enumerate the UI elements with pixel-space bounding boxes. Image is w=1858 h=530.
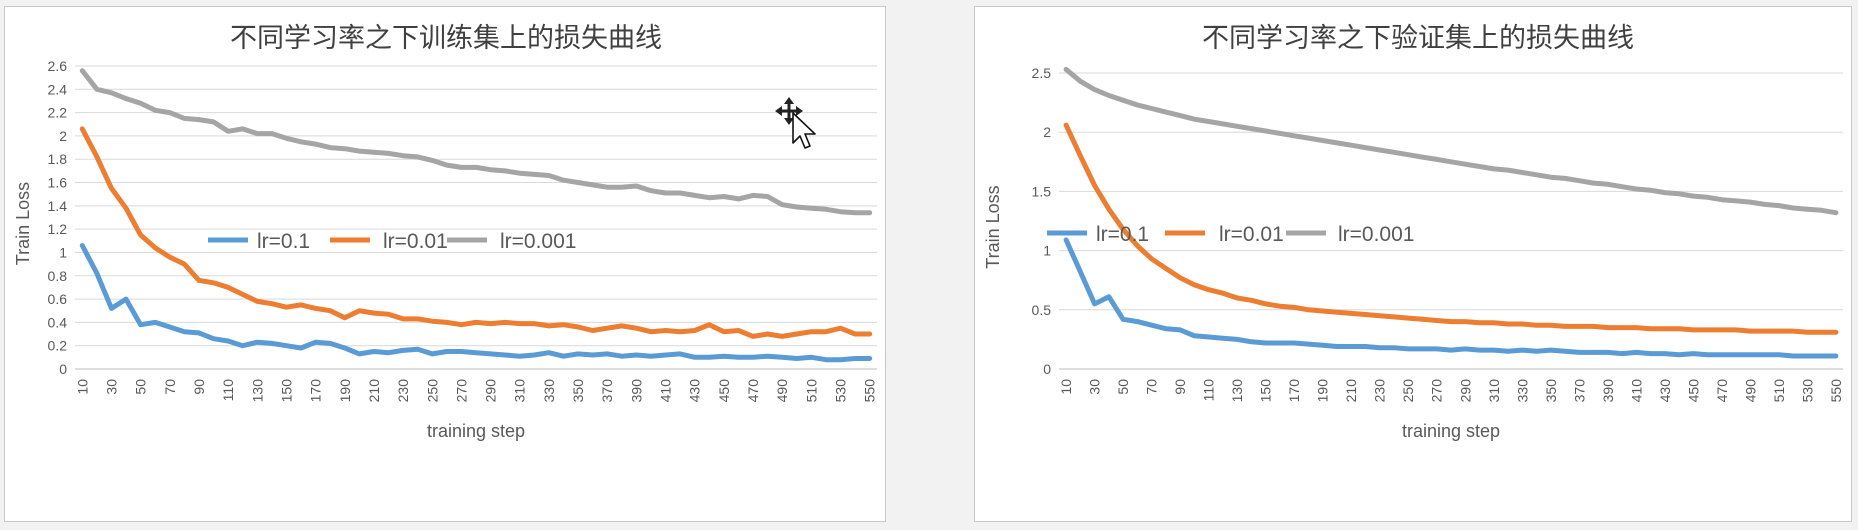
x-tick-label: 70	[1144, 379, 1160, 395]
series-line-lr-0.01	[79, 126, 873, 339]
x-tick-label: 30	[1087, 379, 1103, 395]
x-tick-label: 450	[1685, 379, 1701, 403]
x-tick-label: 530	[833, 379, 849, 403]
y-tick-label: 1.2	[48, 221, 68, 237]
y-tick-label: 2.6	[48, 58, 68, 74]
x-tick-label: 390	[1600, 379, 1616, 403]
y-tick-label: 2	[1043, 124, 1051, 140]
x-tick-label: 470	[745, 379, 761, 403]
x-tick-label: 510	[803, 379, 819, 403]
x-tick-label: 310	[1486, 379, 1502, 403]
y-tick-label: 0.2	[48, 338, 68, 354]
x-tick-label: 30	[103, 379, 119, 395]
x-tick-label: 270	[1429, 379, 1445, 403]
legend-label: lr=0.001	[500, 230, 576, 253]
x-tick-label: 270	[453, 379, 469, 403]
legend-label: lr=0.01	[383, 230, 448, 253]
x-tick-label: 110	[1201, 379, 1217, 402]
y-tick-label: 0	[1043, 361, 1051, 377]
legend-label: lr=0.01	[1219, 223, 1284, 246]
x-tick-label: 490	[774, 379, 790, 403]
x-axis-title: training step	[427, 421, 525, 441]
y-tick-label: 1.8	[48, 151, 68, 167]
x-tick-label: 210	[1343, 379, 1359, 403]
x-tick-label: 150	[278, 379, 294, 403]
x-tick-label: 90	[1172, 379, 1188, 395]
x-tick-label: 110	[220, 379, 236, 402]
series-line-lr-0.1	[1063, 237, 1839, 359]
series-line-lr-0.001	[1063, 66, 1839, 216]
legend-label: lr=0.1	[1096, 223, 1149, 246]
y-tick-label: 2	[59, 128, 67, 144]
x-tick-label: 70	[162, 379, 178, 395]
x-tick-label: 230	[395, 379, 411, 403]
x-axis-title: training step	[1402, 421, 1500, 441]
y-tick-label: 1.5	[1032, 183, 1052, 199]
y-tick-label: 0.8	[48, 268, 68, 284]
y-tick-label: 1.6	[48, 175, 68, 191]
x-tick-label: 190	[337, 379, 353, 403]
x-tick-label: 250	[424, 379, 440, 403]
y-tick-label: 0.5	[1032, 302, 1052, 318]
x-tick-label: 450	[716, 379, 732, 403]
x-tick-label: 490	[1742, 379, 1758, 403]
x-tick-label: 330	[541, 379, 557, 403]
y-tick-label: 1	[1043, 243, 1051, 259]
x-tick-label: 410	[658, 379, 674, 403]
series-line-lr-0.01	[1063, 122, 1839, 335]
y-tick-label: 1.4	[48, 198, 68, 214]
x-tick-label: 230	[1372, 379, 1388, 403]
x-tick-label: 170	[308, 379, 324, 403]
validation-loss-chart-panel: 不同学习率之下验证集上的损失曲线 0 0.5 1 1.5 2 2.5 10 30 50 70 90 11…	[974, 6, 1852, 522]
x-tick-label: 350	[570, 379, 586, 403]
x-tick-label: 550	[862, 379, 878, 403]
chart-title: 不同学习率之下训练集上的损失曲线	[230, 23, 662, 54]
x-tick-label: 150	[1258, 379, 1274, 403]
y-tick-label: 2.2	[48, 105, 68, 121]
x-tick-label: 50	[1115, 379, 1131, 395]
validation-loss-chart: 不同学习率之下验证集上的损失曲线 0 0.5 1 1.5 2 2.5 10 30 50 70 90 11…	[983, 23, 1844, 441]
x-tick-label: 530	[1799, 379, 1815, 403]
x-tick-label: 470	[1714, 379, 1730, 403]
y-tick-label: 2.4	[48, 81, 68, 97]
y-axis-title: Train Loss	[983, 185, 1003, 268]
x-tick-label: 410	[1628, 379, 1644, 403]
x-tick-label: 550	[1828, 379, 1844, 403]
x-tick-label: 130	[249, 379, 265, 403]
y-tick-label: 0.4	[48, 314, 68, 330]
x-tick-label: 190	[1315, 379, 1331, 403]
y-tick-label: 2.5	[1032, 65, 1052, 81]
move-cursor-icon	[775, 97, 819, 151]
train-loss-chart: 不同学习率之下训练集上的损失曲线 0 0.2 0.4 0.6 0.8 1 1.2 1.4 1.6 1…	[13, 23, 878, 441]
x-tick-label: 90	[191, 379, 207, 395]
x-tick-label: 250	[1400, 379, 1416, 403]
x-tick-label: 210	[366, 379, 382, 403]
series-line-lr-0.1	[79, 243, 873, 363]
x-tick-label: 510	[1771, 379, 1787, 403]
x-tick-label: 170	[1286, 379, 1302, 403]
legend-label: lr=0.1	[257, 230, 310, 253]
x-tick-label: 290	[483, 379, 499, 403]
x-tick-label: 330	[1514, 379, 1530, 403]
x-tick-label: 10	[1058, 379, 1074, 395]
y-tick-label: 0	[59, 361, 67, 377]
x-tick-label: 370	[1571, 379, 1587, 403]
y-tick-label: 1	[59, 244, 67, 260]
x-tick-label: 430	[1657, 379, 1673, 403]
train-loss-chart-panel: 不同学习率之下训练集上的损失曲线 0 0.2 0.4 0.6 0.8 1 1.2 1.4 1.6 1…	[4, 6, 886, 522]
y-tick-label: 0.6	[48, 291, 68, 307]
x-tick-label: 310	[512, 379, 528, 403]
y-axis-title: Train Loss	[13, 182, 33, 265]
chart-title: 不同学习率之下验证集上的损失曲线	[1202, 23, 1634, 54]
x-tick-label: 130	[1229, 379, 1245, 403]
x-tick-label: 390	[628, 379, 644, 403]
x-tick-label: 290	[1457, 379, 1473, 403]
x-tick-label: 350	[1543, 379, 1559, 403]
series-line-lr-0.001	[79, 68, 873, 216]
x-tick-label: 430	[687, 379, 703, 403]
x-tick-label: 370	[599, 379, 615, 403]
x-tick-label: 50	[133, 379, 149, 395]
legend-label: lr=0.001	[1338, 223, 1414, 246]
x-tick-label: 10	[74, 379, 90, 395]
